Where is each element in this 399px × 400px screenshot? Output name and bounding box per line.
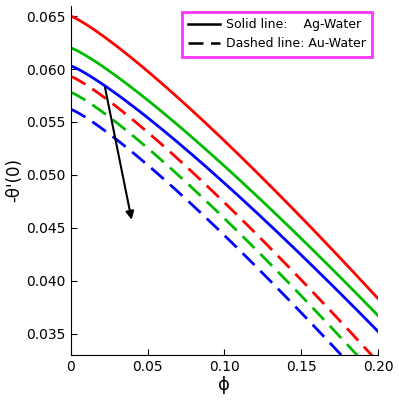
Legend: Solid line:    Ag-Water, Dashed line: Au-Water: Solid line: Ag-Water, Dashed line: Au-Wa… bbox=[182, 12, 372, 56]
X-axis label: ϕ: ϕ bbox=[219, 376, 230, 394]
Y-axis label: -θ'(0): -θ'(0) bbox=[6, 158, 24, 202]
